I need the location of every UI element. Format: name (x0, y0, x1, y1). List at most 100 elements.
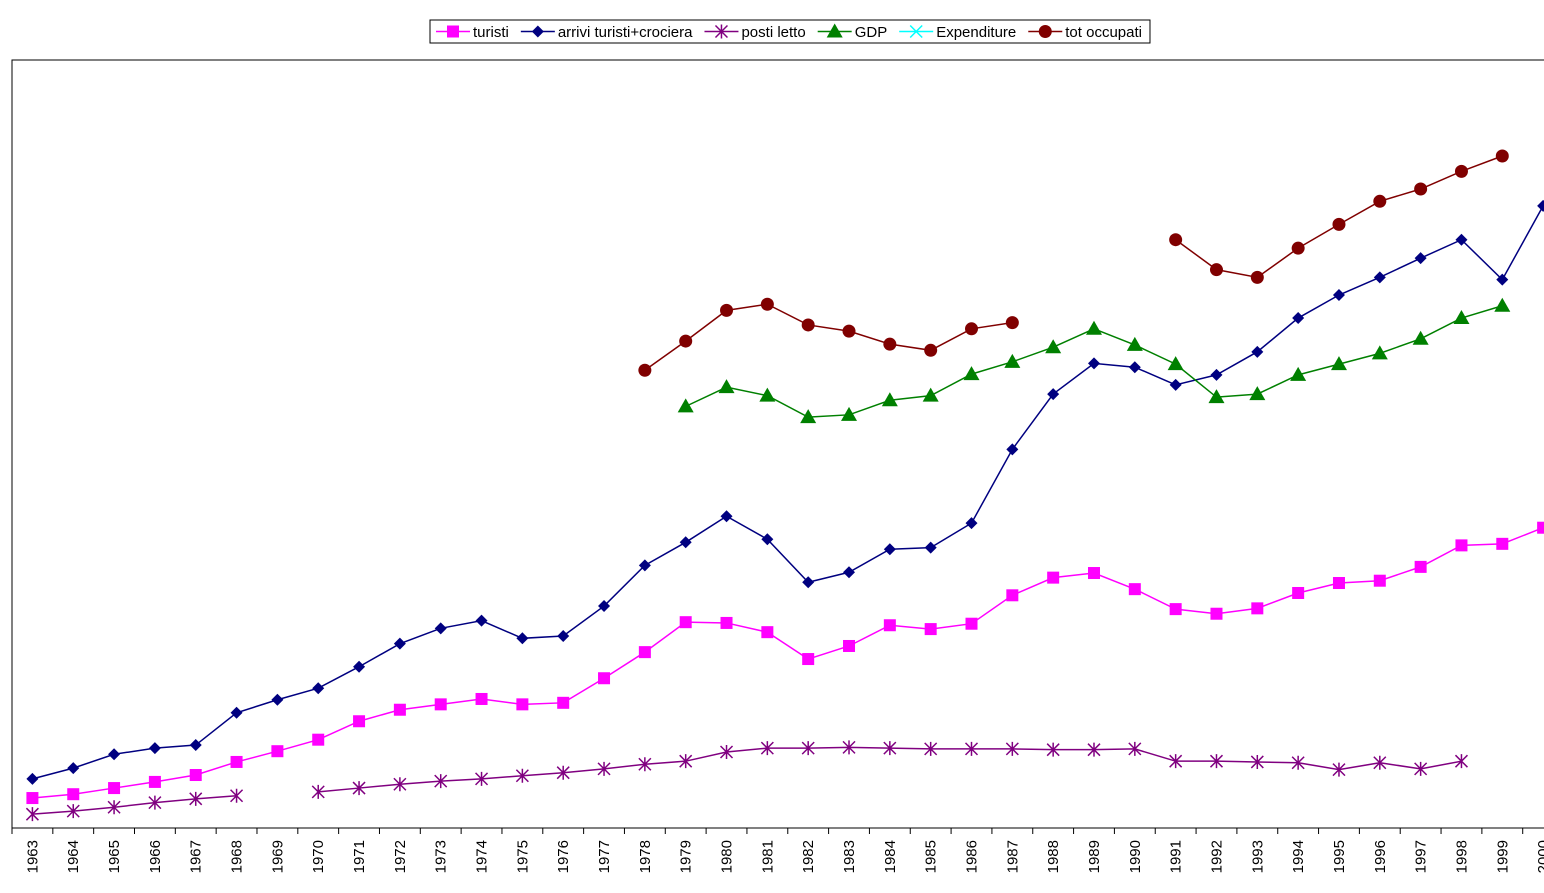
x-tick-label: 1979 (678, 840, 695, 873)
point (1291, 755, 1305, 770)
point (1087, 742, 1101, 757)
legend-box (429, 19, 1151, 44)
legend-item: arrivi turisti+crociera (520, 24, 693, 41)
point (1006, 443, 1019, 456)
point (1373, 574, 1386, 587)
legend: turisti arrivi turisti+crociera posti lett… (429, 19, 1151, 44)
point (25, 807, 39, 822)
point (883, 741, 897, 756)
point (963, 366, 980, 381)
point (1208, 389, 1225, 404)
legend-marker (1038, 25, 1052, 38)
x-tick-label: 1965 (106, 840, 123, 873)
point (965, 617, 978, 630)
point (1169, 754, 1183, 769)
point (760, 297, 774, 311)
point (557, 630, 570, 642)
x-tick-label: 1987 (1004, 840, 1021, 873)
point (66, 804, 80, 819)
point (1249, 386, 1266, 401)
x-tick-label: 2000 (1535, 840, 1544, 873)
point (638, 559, 651, 572)
point (638, 646, 651, 659)
point (1496, 537, 1509, 550)
point (1455, 539, 1468, 552)
x-tick-label: 1993 (1249, 840, 1266, 873)
x-tick-label: 1963 (24, 840, 41, 873)
x-tick-label: 1995 (1331, 840, 1348, 873)
x-tick-label: 1968 (229, 840, 246, 873)
legend-marker (714, 24, 728, 39)
point (843, 566, 856, 579)
point (801, 741, 815, 756)
x-tick-label: 1980 (719, 840, 736, 873)
point (353, 660, 366, 673)
point (1210, 368, 1223, 381)
x-tick-label: 1971 (351, 840, 368, 873)
point (189, 791, 203, 806)
point (1371, 345, 1388, 360)
legend-marker (826, 23, 843, 38)
series (638, 149, 1509, 377)
point (434, 698, 447, 711)
point (107, 800, 121, 815)
x-tick-label: 1988 (1045, 840, 1062, 873)
point (924, 741, 938, 756)
point (1414, 182, 1428, 196)
point (1332, 289, 1345, 302)
series-line (32, 205, 1544, 780)
point (230, 706, 243, 719)
legend-label: Expenditure (936, 24, 1016, 41)
point (1004, 353, 1021, 368)
point (230, 788, 244, 803)
point (1373, 194, 1387, 208)
point (759, 387, 776, 402)
x-tick-label: 1964 (65, 840, 82, 873)
x-tick-label: 1982 (800, 840, 817, 873)
plot-area: 1963 1964 1965 1966 1967 1968 1969 1970 1971 1972… (11, 149, 1544, 873)
point (516, 698, 529, 711)
point (1128, 583, 1141, 596)
point (720, 303, 734, 317)
point (67, 762, 80, 775)
point (1332, 762, 1346, 777)
point (475, 614, 488, 627)
series (26, 199, 1544, 785)
point (516, 632, 529, 645)
x-tick-label: 1974 (474, 840, 491, 873)
point (312, 733, 325, 746)
point (677, 398, 694, 413)
point (1454, 164, 1468, 178)
point (761, 626, 774, 639)
point (638, 757, 652, 772)
x-tick-label: 1999 (1494, 840, 1511, 873)
point (1047, 571, 1060, 584)
point (679, 616, 692, 629)
point (1128, 741, 1142, 756)
point (760, 741, 774, 756)
x-tick-label: 1969 (269, 840, 286, 873)
legend-item: GDP (817, 23, 887, 41)
series (25, 740, 1468, 822)
point (1373, 755, 1387, 770)
point (883, 337, 897, 351)
legend-item: Expenditure (899, 24, 1016, 41)
point (434, 622, 447, 635)
legend-label: posti letto (741, 24, 805, 41)
point (1495, 149, 1509, 163)
point (1209, 263, 1223, 277)
point (1169, 233, 1183, 247)
x-tick-label: 1997 (1413, 840, 1430, 873)
point (108, 782, 121, 795)
point (1494, 297, 1511, 312)
point (108, 748, 121, 761)
x-tick-label: 1996 (1372, 840, 1389, 873)
point (1537, 199, 1544, 212)
point (1332, 577, 1345, 590)
point (1167, 356, 1184, 371)
point (1330, 356, 1347, 371)
point (842, 740, 856, 755)
point (189, 739, 202, 752)
point (148, 742, 161, 755)
point (1005, 316, 1019, 330)
